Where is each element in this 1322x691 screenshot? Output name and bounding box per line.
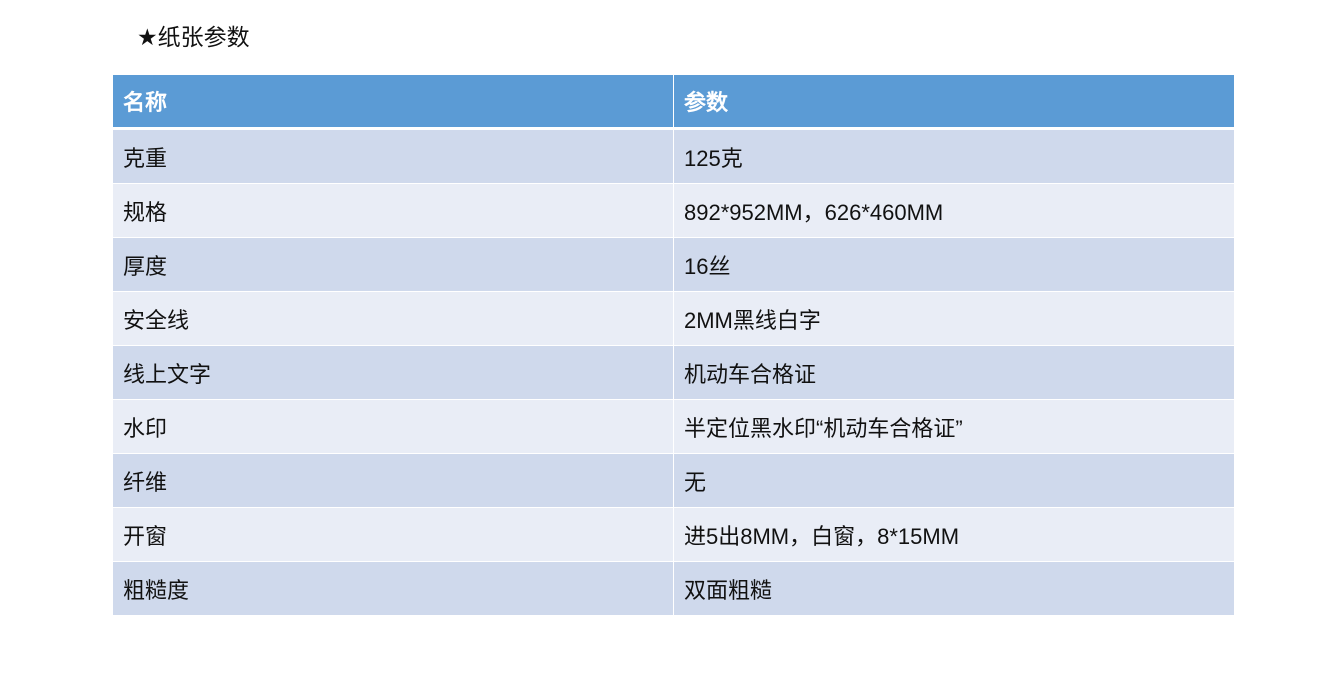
cell-value: 892*952MM，626*460MM <box>673 183 1234 238</box>
table-header-row: 名称 参数 <box>113 75 1234 130</box>
table-row: 规格 892*952MM，626*460MM <box>113 183 1234 238</box>
cell-value: 125克 <box>673 128 1234 184</box>
cell-value: 无 <box>673 453 1234 508</box>
table-row: 粗糙度 双面粗糙 <box>113 561 1234 616</box>
cell-name: 开窗 <box>113 507 674 562</box>
table-row: 线上文字 机动车合格证 <box>113 345 1234 400</box>
cell-value: 16丝 <box>673 237 1234 292</box>
cell-value: 双面粗糙 <box>673 561 1234 616</box>
table-row: 克重 125克 <box>113 128 1234 184</box>
cell-name: 规格 <box>113 183 674 238</box>
header-parameter: 参数 <box>673 75 1234 130</box>
cell-value: 2MM黑线白字 <box>673 291 1234 346</box>
cell-value: 半定位黑水印“机动车合格证” <box>673 399 1234 454</box>
cell-value: 进5出8MM，白窗，8*15MM <box>673 507 1234 562</box>
cell-value: 机动车合格证 <box>673 345 1234 400</box>
table-row: 开窗 进5出8MM，白窗，8*15MM <box>113 507 1234 562</box>
paper-parameters-table: 名称 参数 克重 125克 规格 892*952MM，626*460MM 厚度 16丝 安全… <box>113 75 1234 616</box>
cell-name: 水印 <box>113 399 674 454</box>
cell-name: 克重 <box>113 128 674 184</box>
table-row: 厚度 16丝 <box>113 237 1234 292</box>
section-title: ★纸张参数 <box>137 24 250 50</box>
cell-name: 厚度 <box>113 237 674 292</box>
cell-name: 安全线 <box>113 291 674 346</box>
table-row: 纤维无 <box>113 453 1234 508</box>
header-name: 名称 <box>113 75 674 130</box>
cell-name: 线上文字 <box>113 345 674 400</box>
cell-name: 纤维 <box>113 453 674 508</box>
table-row: 安全线 2MM黑线白字 <box>113 291 1234 346</box>
table-row: 水印 半定位黑水印“机动车合格证” <box>113 399 1234 454</box>
cell-name: 粗糙度 <box>113 561 674 616</box>
